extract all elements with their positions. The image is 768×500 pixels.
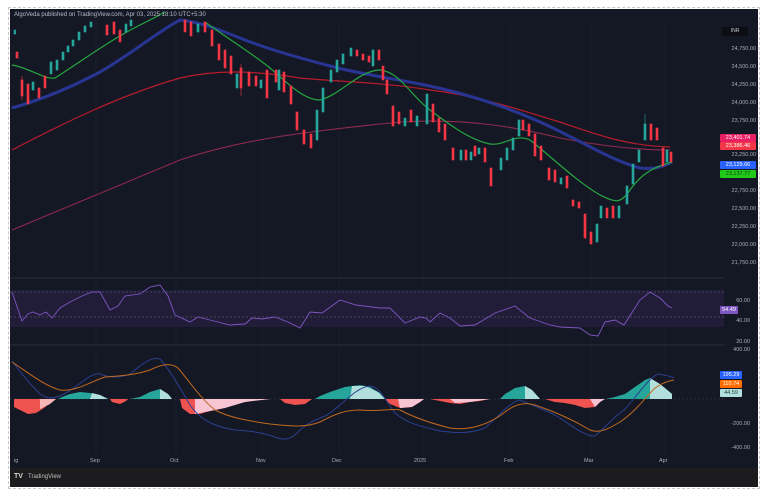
- candles: [13, 19, 673, 245]
- price-tick: 22,250.00: [731, 224, 756, 230]
- price-tick: 24,000.00: [731, 100, 756, 106]
- histogram-value-badge: 44.59: [720, 389, 742, 397]
- ema50-line: [11, 18, 673, 170]
- price-tick: 23,250.00: [731, 152, 756, 158]
- tradingview-logo-icon: TV: [14, 473, 23, 480]
- price-tick: 22,500.00: [731, 206, 756, 212]
- macd-tick: -400.00: [731, 445, 750, 451]
- time-tick: 2025: [414, 458, 427, 464]
- signal-line: [11, 361, 675, 432]
- footer-bar: [10, 468, 758, 487]
- rsi-tick: 60.00: [736, 298, 750, 304]
- time-tick: Sep: [90, 458, 100, 464]
- rsi-value-badge: 54.49: [720, 306, 738, 314]
- price-tick: 24,750.00: [731, 46, 756, 52]
- ema100-value-badge: 23,386.46: [720, 142, 756, 150]
- time-tick: Feb: [504, 458, 514, 464]
- time-tick: Dec: [332, 458, 342, 464]
- screenshot-frame: [8, 7, 760, 489]
- ema50-value-badge: 23,129.66: [720, 161, 756, 169]
- price-tick: 21,750.00: [731, 260, 756, 266]
- price-tick: 24,250.00: [731, 82, 756, 88]
- ema100-line: [11, 71, 671, 151]
- rsi-tick: 20.00: [736, 339, 750, 345]
- price-tick: 22,750.00: [731, 188, 756, 194]
- macd-histogram: [14, 378, 672, 414]
- macd-tick: 400.00: [733, 347, 750, 353]
- time-tick: Nov: [256, 458, 266, 464]
- time-tick: Oct: [170, 458, 179, 464]
- time-tick: Mar: [584, 458, 594, 464]
- ema20-line: [11, 11, 673, 202]
- signal-value-badge: 110.74: [720, 380, 742, 388]
- ema200-value-badge: 23,401.74: [720, 134, 756, 142]
- ema20-value-badge: 23,137.77: [720, 170, 756, 178]
- price-tick: 22,000.00: [731, 242, 756, 248]
- macd-value-badge: 195.29: [720, 371, 742, 379]
- time-tick: Apr: [659, 458, 668, 464]
- publish-info: AlgoVeda published on TradingView.com, A…: [14, 12, 206, 18]
- rsi-line: [11, 284, 673, 337]
- currency-badge: INR: [722, 27, 748, 36]
- rsi-band: [10, 290, 724, 327]
- price-tick: 24,500.00: [731, 64, 756, 70]
- macd-tick: -200.00: [731, 421, 750, 427]
- time-tick: ig: [14, 458, 19, 464]
- rsi-tick: 40.00: [736, 318, 750, 324]
- price-tick: 23,750.00: [731, 118, 756, 124]
- tradingview-brand: TradingView: [28, 474, 62, 480]
